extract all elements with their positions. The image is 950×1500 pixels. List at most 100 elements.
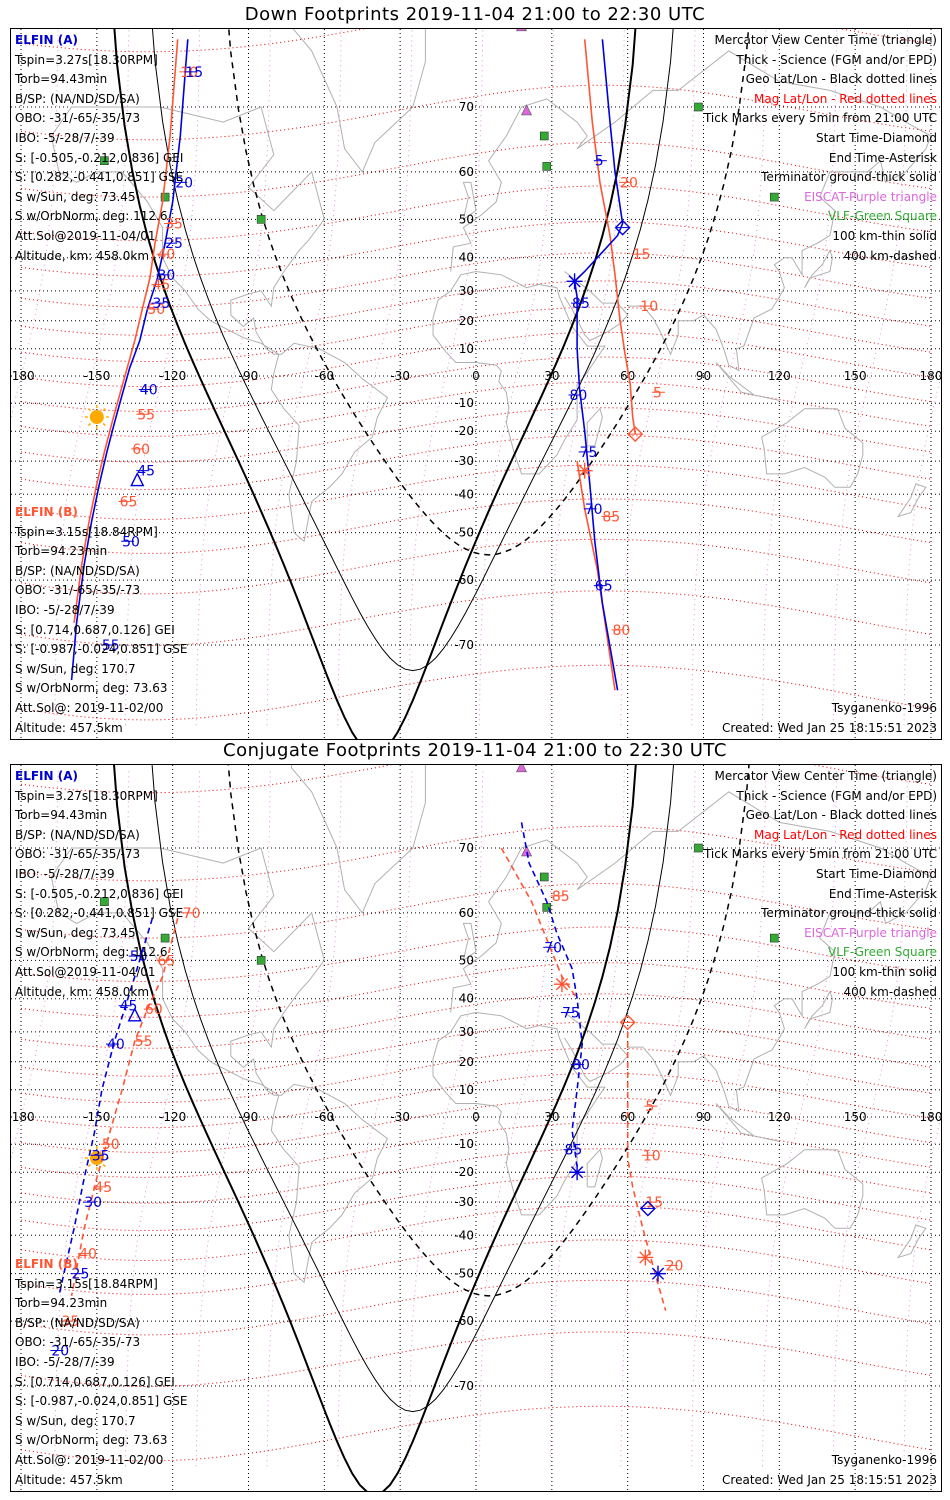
mag-lon-line bbox=[620, 29, 696, 726]
coastline bbox=[761, 408, 864, 488]
elfin-a-tick-label: 85 bbox=[572, 296, 590, 312]
elfin-b-tick-label: 55 bbox=[137, 407, 155, 423]
mag-lon-line bbox=[195, 767, 271, 1467]
coastline bbox=[50, 847, 389, 1284]
created-timestamp: Created: Wed Jan 25 18:15:51 2023 bbox=[722, 1472, 937, 1487]
coastline bbox=[462, 181, 477, 220]
satellite-param-line: IBO: -5/-28/7/-39 bbox=[15, 866, 115, 881]
vlf-square bbox=[160, 933, 170, 943]
satellite-header: ELFIN (B) bbox=[15, 1257, 78, 1271]
mag-lon-line bbox=[691, 767, 767, 1467]
lat-tick-label: -20 bbox=[454, 424, 474, 438]
coastline bbox=[804, 249, 833, 288]
satellite-header: ELFIN (B) bbox=[15, 505, 78, 519]
elfin-b-tick-label: 20 bbox=[620, 175, 638, 191]
satellite-param-line: S: [0.282,-0.441,0.851] GSE bbox=[15, 170, 184, 185]
lat-tick-label: -70 bbox=[454, 638, 474, 652]
lon-tick-label: 30 bbox=[544, 1110, 559, 1124]
mag-lat-line bbox=[20, 381, 932, 437]
satellite-param-line: S w/OrbNorm, deg: 112.6 bbox=[15, 209, 168, 224]
terminator bbox=[113, 765, 750, 1491]
elfin-a-tick-label: 70 bbox=[544, 940, 562, 956]
elfin-a-tick-label: 5 bbox=[595, 154, 604, 170]
created-timestamp: Created: Wed Jan 25 18:15:51 2023 bbox=[722, 720, 937, 735]
lat-tick-label: -50 bbox=[454, 526, 474, 540]
lat-tick-label: -60 bbox=[454, 573, 474, 587]
elfin-b-tick-label: 45 bbox=[152, 278, 170, 294]
mag-lat-line bbox=[20, 280, 932, 336]
start-diamond bbox=[627, 426, 644, 443]
legend-item: Tick Marks every 5min from 21:00 UTC bbox=[703, 111, 937, 126]
lat-tick-label: -60 bbox=[454, 1314, 474, 1328]
terminator-400km bbox=[228, 29, 750, 556]
coastline bbox=[50, 106, 389, 543]
elfin-a-tick-label: 40 bbox=[140, 383, 158, 399]
elfin-a-tick-label: 65 bbox=[595, 579, 613, 595]
lon-tick-label: -90 bbox=[239, 1110, 259, 1124]
satellite-param-line: Att.Sol@2019-11-04/01 bbox=[15, 228, 156, 243]
elfin-b-tick-label: 80 bbox=[613, 623, 631, 639]
legend-item: Mag Lat/Lon - Red dotted lines bbox=[753, 827, 937, 842]
model-label: Tsyganenko-1996 bbox=[831, 1453, 937, 1467]
legend-item: 400 km-dashed bbox=[843, 248, 937, 263]
elfin-a-track bbox=[520, 822, 584, 1167]
elfin-a-info: ELFIN (A) Tspin=3.27s[18.30RPM] Torb=94.43… bbox=[15, 767, 183, 1002]
coastlines bbox=[50, 765, 932, 1284]
mag-lat-line bbox=[20, 1175, 932, 1231]
lon-tick-label: -180 bbox=[11, 1110, 35, 1124]
elfin-b-tick-label: 35 bbox=[165, 217, 183, 233]
mag-lat-line bbox=[20, 993, 932, 1049]
elfin-b-track bbox=[500, 847, 578, 1000]
lon-tick-label: -180 bbox=[11, 369, 35, 383]
end-asterisk bbox=[637, 1249, 654, 1266]
elfin-a-track bbox=[573, 39, 624, 691]
lon-tick-label: 150 bbox=[844, 1110, 867, 1124]
sun-ray bbox=[102, 422, 106, 427]
elfin-a-tick-label: 80 bbox=[570, 388, 588, 404]
satellite-param-line: Tspin=3.27s[18.30RPM] bbox=[15, 788, 158, 803]
satellite-param-line: B/SP: (NA/ND/SD/SA) bbox=[15, 563, 140, 578]
legend-item: Tick Marks every 5min from 21:00 UTC bbox=[703, 847, 937, 862]
mag-lon-line bbox=[832, 767, 908, 1467]
satellite-param-line: B/SP: (NA/ND/SD/SA) bbox=[15, 91, 140, 106]
lon-tick-label: 150 bbox=[844, 369, 867, 383]
satellite-param-line: S: [0.282,-0.441,0.851] GSE bbox=[15, 906, 184, 921]
legend-item: Thick - Science (FGM and/or EPD) bbox=[736, 788, 937, 803]
mag-lon-line bbox=[195, 29, 271, 726]
mag-lat-line bbox=[20, 765, 932, 794]
coastline bbox=[432, 1011, 606, 1216]
coastline bbox=[896, 1224, 927, 1259]
asterisk-stroke bbox=[555, 978, 569, 991]
elfin-b-tick-label: 55 bbox=[135, 1034, 153, 1050]
elfin-b-tick-label: 15 bbox=[645, 1195, 663, 1211]
lat-tick-label: -70 bbox=[454, 1379, 474, 1393]
lon-tick-label: 120 bbox=[768, 369, 791, 383]
mag-lat-line bbox=[20, 252, 932, 308]
sun-icon bbox=[84, 405, 109, 430]
elfin-a-tick-label: 45 bbox=[120, 999, 138, 1015]
sun-ray bbox=[102, 1163, 106, 1168]
coastline bbox=[450, 50, 932, 272]
model-label: Tsyganenko-1996 bbox=[831, 701, 937, 715]
satellite-param-line: Altitude, km: 458.0km bbox=[15, 984, 150, 999]
mag-lon-line bbox=[54, 29, 130, 726]
lat-tick-label: 70 bbox=[459, 841, 474, 855]
conjugate-footprints-panel: -180 -150 -120 -90 -60 -30 0 30 60 90 120 150 180 70 6… bbox=[10, 764, 942, 1492]
elfin-b-tick-label: 5 bbox=[653, 385, 662, 401]
mag-lat-line bbox=[20, 1205, 932, 1262]
elfin-b-tick-label: 15 bbox=[633, 247, 651, 263]
elfin-b-track bbox=[73, 39, 179, 623]
elfin-b-tick-label: 40 bbox=[158, 247, 176, 263]
elfin-a-tick-label: 50 bbox=[130, 949, 148, 965]
mag-lat-line bbox=[20, 962, 932, 1018]
mag-lon-line bbox=[337, 767, 413, 1467]
mag-lon-line bbox=[620, 767, 696, 1467]
elfin-b-tick-label: 85 bbox=[552, 889, 570, 905]
lat-tick-label: 40 bbox=[459, 992, 474, 1006]
legend-item: Start Time-Diamond bbox=[815, 866, 937, 881]
satellite-param-line: S w/OrbNorm, deg: 73.63 bbox=[15, 681, 168, 696]
mag-lat-line bbox=[20, 1047, 932, 1103]
vlf-square bbox=[256, 956, 266, 965]
satellite-param-line: Att.Sol@: 2019-11-02/00 bbox=[15, 700, 164, 715]
satellite-param-line: S: [0.714,0.687,0.126] GEI bbox=[15, 1374, 175, 1389]
